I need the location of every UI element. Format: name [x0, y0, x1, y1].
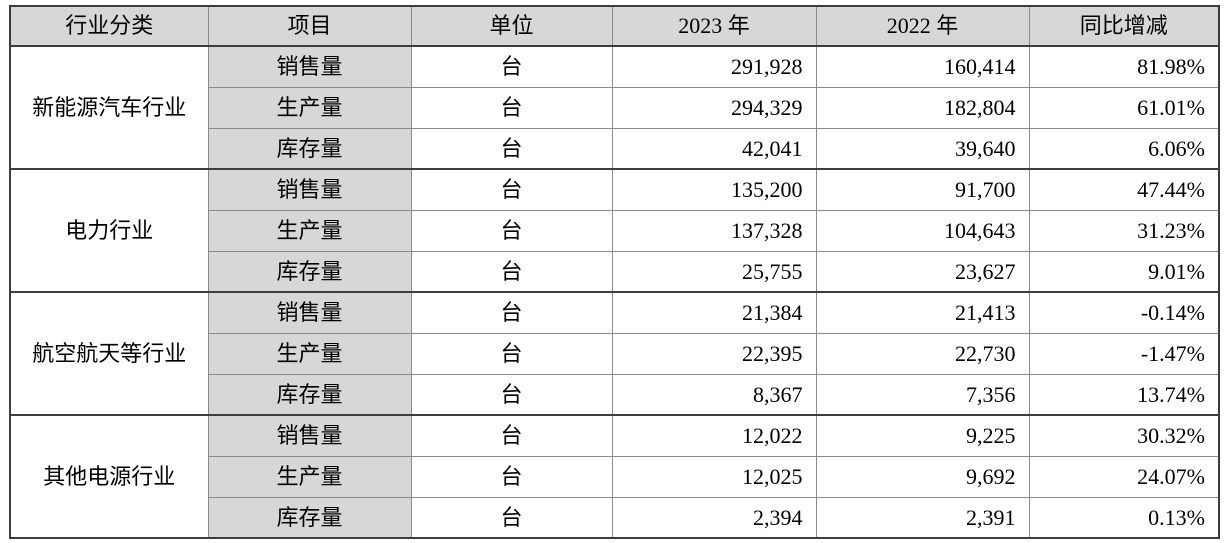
table-row: 电力行业 销售量台 135,200 91,700 47.44%	[9, 168, 1220, 293]
value-2022-cell: 7,356	[815, 373, 1030, 416]
table-row: 库存量台 2,394 2,391 0.13%	[10, 496, 1220, 539]
value-2022-cell: 182,804	[815, 86, 1030, 129]
value-2022-cell: 21,413	[815, 291, 1030, 334]
value-2023-cell: 22,395	[611, 332, 817, 375]
item-cell: 库存量	[207, 373, 412, 416]
unit-cell: 台	[410, 291, 613, 334]
value-2022-cell: 9,225	[815, 414, 1030, 457]
industry-cell: 其他电源行业	[9, 414, 209, 539]
item-cell: 销售量	[207, 414, 412, 457]
value-2023-cell: 135,200	[611, 168, 817, 211]
table-row: 航空航天等行业 销售量台 21,384 21,413 -0.14%	[9, 291, 1220, 416]
item-cell: 销售量	[207, 168, 412, 211]
table-row: 新能源汽车行业 销售量台 291,928 160,414 81.98%	[9, 45, 1220, 170]
unit-cell: 台	[410, 496, 613, 539]
value-2022-cell: 22,730	[815, 332, 1030, 375]
item-cell: 库存量	[207, 496, 412, 539]
column-header-yoy: 同比增减	[1028, 5, 1220, 47]
yoy-cell: -0.14%	[1028, 291, 1220, 334]
table-row: 生产量台 137,328 104,643 31.23%	[10, 209, 1220, 252]
value-2022-cell: 39,640	[815, 127, 1030, 170]
item-cell: 生产量	[207, 86, 412, 129]
item-cell: 生产量	[207, 332, 412, 375]
yoy-cell: -1.47%	[1028, 332, 1220, 375]
yoy-cell: 24.07%	[1028, 455, 1220, 498]
unit-cell: 台	[410, 45, 613, 88]
industry-cell: 新能源汽车行业	[9, 45, 209, 170]
value-2023-cell: 137,328	[611, 209, 817, 252]
value-2022-cell: 2,391	[815, 496, 1030, 539]
table-row: 生产量台 12,025 9,692 24.07%	[10, 455, 1220, 498]
item-cell: 生产量	[207, 209, 412, 252]
unit-cell: 台	[410, 332, 613, 375]
yoy-cell: 81.98%	[1028, 45, 1220, 88]
column-header-item: 项目	[207, 5, 412, 47]
item-cell: 销售量	[207, 45, 412, 88]
yoy-cell: 47.44%	[1028, 168, 1220, 211]
value-2023-cell: 12,022	[611, 414, 817, 457]
industry-output-table: 行业分类 项目 单位 2023 年 2022 年 同比增减 新能源汽车行业 销售量…	[9, 5, 1220, 539]
unit-cell: 台	[410, 168, 613, 211]
value-2022-cell: 104,643	[815, 209, 1030, 252]
item-cell: 销售量	[207, 291, 412, 334]
table-row: 库存量台 42,041 39,640 6.06%	[10, 127, 1220, 170]
unit-cell: 台	[410, 86, 613, 129]
value-2023-cell: 294,329	[611, 86, 817, 129]
unit-cell: 台	[410, 250, 613, 293]
value-2023-cell: 8,367	[611, 373, 817, 416]
yoy-cell: 9.01%	[1028, 250, 1220, 293]
value-2023-cell: 21,384	[611, 291, 817, 334]
value-2023-cell: 25,755	[611, 250, 817, 293]
table-row: 库存量台 8,367 7,356 13.74%	[10, 373, 1220, 416]
table-row: 库存量台 25,755 23,627 9.01%	[10, 250, 1220, 293]
item-cell: 库存量	[207, 127, 412, 170]
yoy-cell: 13.74%	[1028, 373, 1220, 416]
value-2022-cell: 160,414	[815, 45, 1030, 88]
item-cell: 生产量	[207, 455, 412, 498]
column-header-unit: 单位	[410, 5, 613, 47]
value-2023-cell: 42,041	[611, 127, 817, 170]
item-cell: 库存量	[207, 250, 412, 293]
unit-cell: 台	[410, 127, 613, 170]
unit-cell: 台	[410, 209, 613, 252]
value-2023-cell: 2,394	[611, 496, 817, 539]
unit-cell: 台	[410, 455, 613, 498]
table-row: 其他电源行业 销售量台 12,022 9,225 30.32%	[9, 414, 1220, 539]
value-2023-cell: 291,928	[611, 45, 817, 88]
industry-cell: 电力行业	[9, 168, 209, 293]
column-header-industry: 行业分类	[9, 5, 209, 47]
value-2022-cell: 9,692	[815, 455, 1030, 498]
yoy-cell: 6.06%	[1028, 127, 1220, 170]
industry-cell: 航空航天等行业	[9, 291, 209, 416]
value-2023-cell: 12,025	[611, 455, 817, 498]
value-2022-cell: 23,627	[815, 250, 1030, 293]
unit-cell: 台	[410, 414, 613, 457]
yoy-cell: 31.23%	[1028, 209, 1220, 252]
yoy-cell: 30.32%	[1028, 414, 1220, 457]
header-row: 行业分类 项目 单位 2023 年 2022 年 同比增减	[9, 5, 1220, 47]
yoy-cell: 61.01%	[1028, 86, 1220, 129]
column-header-2022: 2022 年	[815, 5, 1030, 47]
column-header-2023: 2023 年	[611, 5, 817, 47]
value-2022-cell: 91,700	[815, 168, 1030, 211]
yoy-cell: 0.13%	[1028, 496, 1220, 539]
unit-cell: 台	[410, 373, 613, 416]
